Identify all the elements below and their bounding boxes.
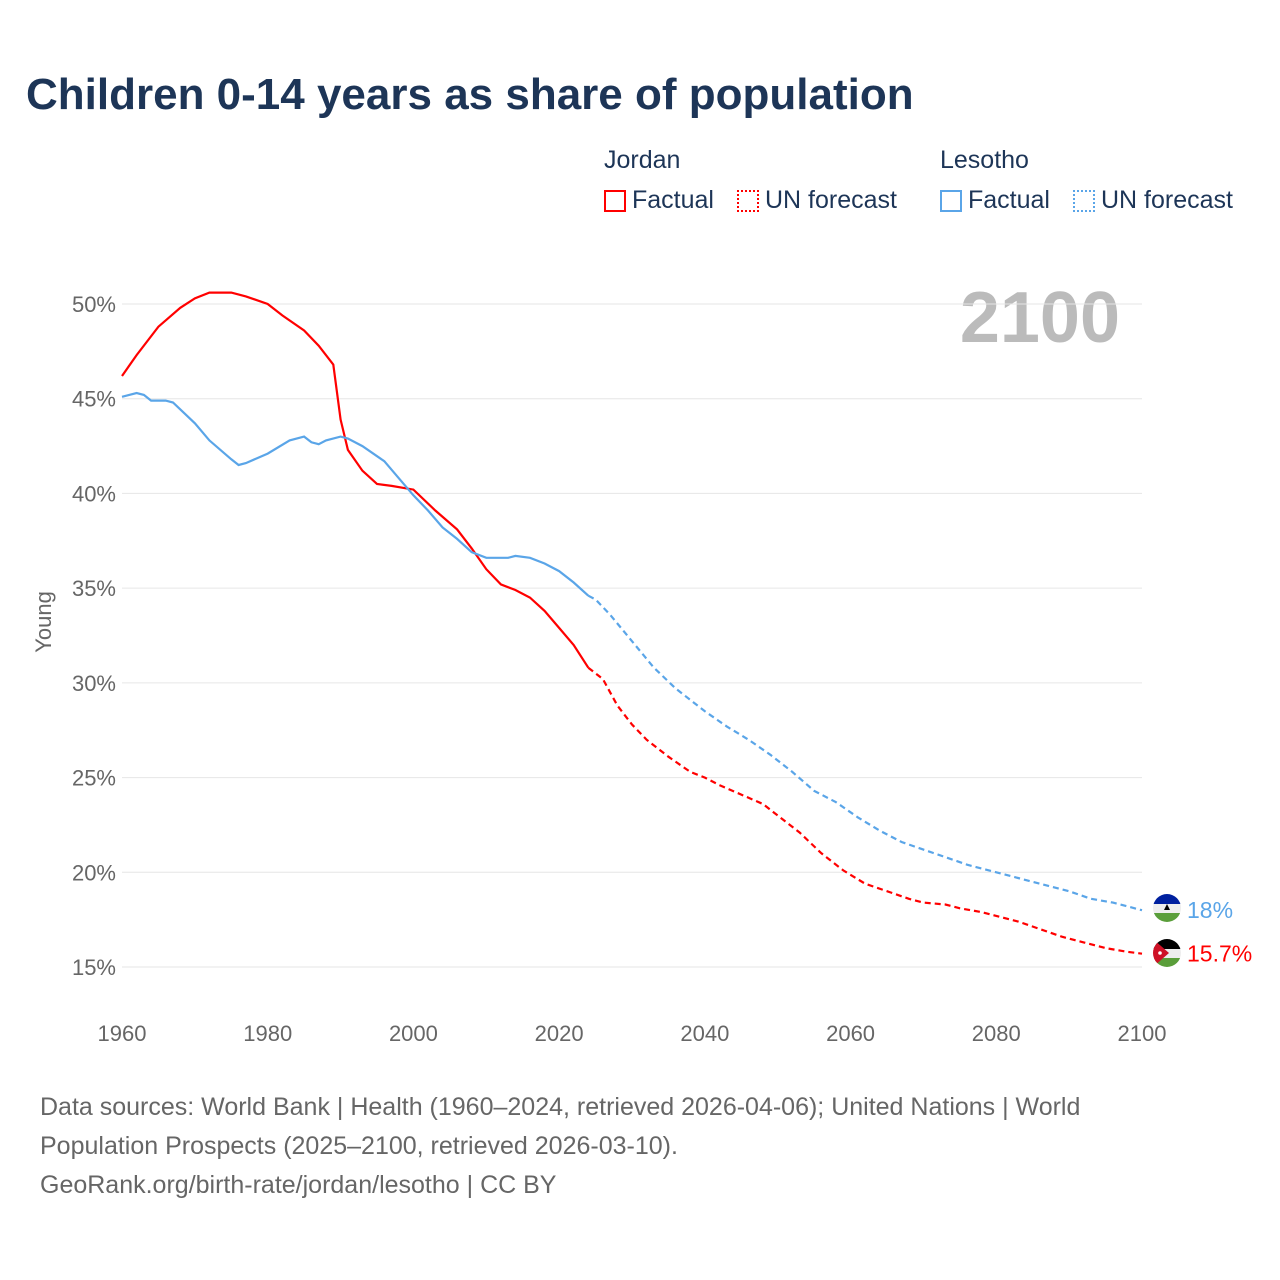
legend-label: Factual bbox=[968, 186, 1050, 214]
legend-swatch bbox=[604, 190, 626, 212]
lesotho-end-label: 18% bbox=[1187, 897, 1233, 923]
legend-lesotho-heading: Lesotho bbox=[940, 146, 1029, 174]
jordan-forecast-line bbox=[587, 666, 1143, 955]
y-tick-label: 25% bbox=[72, 766, 116, 791]
x-tick-label: 1960 bbox=[98, 1021, 147, 1046]
legend-jordan-heading: Jordan bbox=[604, 146, 681, 174]
y-tick-label: 30% bbox=[72, 671, 116, 696]
legend-swatch bbox=[1073, 190, 1095, 212]
legend-label: UN forecast bbox=[765, 186, 897, 214]
x-tick-label: 2000 bbox=[389, 1021, 438, 1046]
lesotho-flag-icon bbox=[1153, 894, 1181, 922]
y-tick-label: 20% bbox=[72, 860, 116, 885]
y-tick-label: 35% bbox=[72, 576, 116, 601]
jordan-flag-icon bbox=[1153, 939, 1181, 967]
legend-swatch bbox=[940, 190, 962, 212]
jordan-factual-line bbox=[121, 291, 590, 669]
x-tick-label: 2100 bbox=[1118, 1021, 1167, 1046]
x-tick-label: 1980 bbox=[243, 1021, 292, 1046]
x-tick-label: 2060 bbox=[826, 1021, 875, 1046]
legend-label: Factual bbox=[632, 186, 714, 214]
legend-lesotho-forecast[interactable]: UN forecast bbox=[1073, 186, 1233, 215]
source-text: Data sources: World Bank | Health (1960–… bbox=[40, 1093, 1081, 1160]
x-tick-label: 2020 bbox=[535, 1021, 584, 1046]
y-tick-label: 45% bbox=[72, 387, 116, 412]
lesotho-forecast-line bbox=[587, 594, 1143, 912]
x-tick-label: 2040 bbox=[680, 1021, 729, 1046]
y-axis-label: Young bbox=[31, 591, 56, 653]
source-note: Data sources: World Bank | Health (1960–… bbox=[40, 1088, 1200, 1205]
legend-jordan-factual[interactable]: Factual bbox=[604, 186, 714, 215]
credit-link[interactable]: GeoRank.org/birth-rate/jordan/lesotho | … bbox=[40, 1171, 557, 1199]
jordan-end-label: 15.7% bbox=[1187, 941, 1252, 967]
chart-title: Children 0-14 years as share of populati… bbox=[26, 70, 914, 119]
y-tick-label: 15% bbox=[72, 955, 116, 980]
year-watermark: 2100 bbox=[960, 278, 1120, 358]
legend-lesotho-factual[interactable]: Factual bbox=[940, 186, 1050, 215]
legend-label: UN forecast bbox=[1101, 186, 1233, 214]
lesotho-factual-line bbox=[121, 391, 590, 597]
y-tick-label: 40% bbox=[72, 481, 116, 506]
y-tick-label: 50% bbox=[72, 292, 116, 317]
legend-jordan-forecast[interactable]: UN forecast bbox=[737, 186, 897, 215]
x-tick-label: 2080 bbox=[972, 1021, 1021, 1046]
legend-swatch bbox=[737, 190, 759, 212]
